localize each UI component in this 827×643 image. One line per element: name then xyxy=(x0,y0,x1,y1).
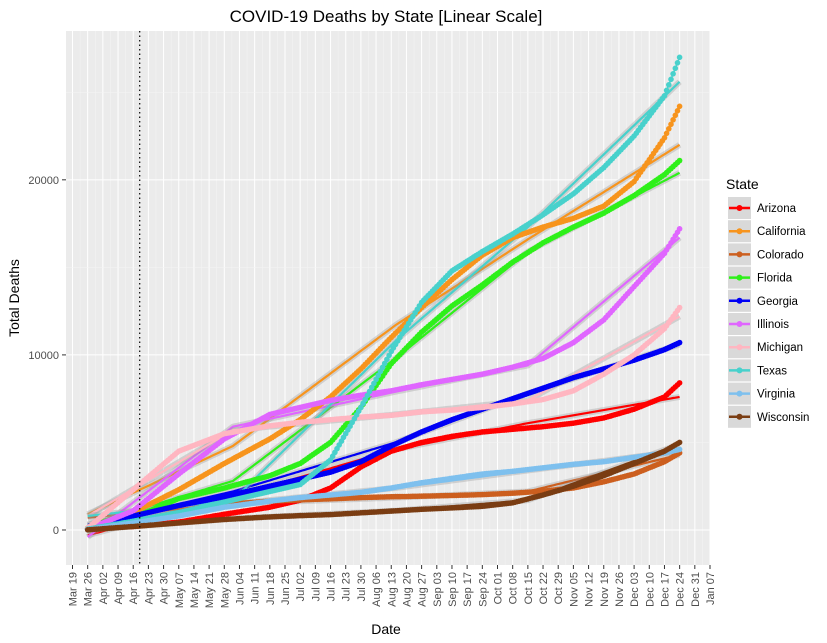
y-tick-label: 0 xyxy=(53,525,59,537)
legend-label: Virginia xyxy=(757,389,796,401)
legend: Arizona California Colorado Florida Georgia I… xyxy=(728,197,809,428)
series-line xyxy=(87,341,680,530)
x-tick-label: Apr 30 xyxy=(159,572,171,604)
x-tick-label: Jun 25 xyxy=(280,572,292,605)
x-tick-label: Aug 27 xyxy=(417,572,429,607)
series-wisconsin xyxy=(84,439,683,533)
y-axis-title: Total Deaths xyxy=(6,259,22,337)
legend-item-arizona: Arizona xyxy=(728,197,797,219)
legend-label: Arizona xyxy=(757,203,797,215)
x-tick-label: Oct 08 xyxy=(508,572,520,604)
x-tick-label: Jul 16 xyxy=(326,572,338,601)
x-tick-label: May 21 xyxy=(204,572,216,608)
legend-label: Texas xyxy=(757,365,787,377)
x-tick-label: Aug 20 xyxy=(401,572,413,607)
x-tick-label: May 28 xyxy=(219,572,231,608)
x-tick-label: Dec 31 xyxy=(690,572,702,607)
x-tick-label: Jan 07 xyxy=(705,572,717,605)
x-tick-label: Mar 26 xyxy=(83,572,95,606)
x-tick-label: Oct 29 xyxy=(553,572,565,604)
legend-key-dot xyxy=(736,205,743,211)
legend-label: Colorado xyxy=(757,249,804,261)
series-line xyxy=(87,441,680,531)
x-tick-label: May 14 xyxy=(189,572,201,608)
series-line xyxy=(87,307,681,529)
legend-label: Wisconsin xyxy=(757,412,809,424)
x-tick-label: Apr 16 xyxy=(128,572,140,604)
x-tick-label: Dec 24 xyxy=(675,572,687,607)
legend-item-california: California xyxy=(728,220,806,243)
legend-label: Illinois xyxy=(757,319,789,331)
legend-key-dot xyxy=(736,228,743,235)
y-axis: 0 10000 20000 xyxy=(28,175,66,537)
legend-title: State xyxy=(726,176,759,192)
series-line xyxy=(87,448,680,531)
x-tick-label: Oct 22 xyxy=(538,572,550,604)
legend-key-dot xyxy=(736,390,743,397)
legend-label: Georgia xyxy=(757,296,799,308)
legend-item-virginia: Virginia xyxy=(728,382,796,405)
legend-item-illinois: Illinois xyxy=(728,313,789,335)
legend-key-dot xyxy=(736,367,743,374)
series-illinois xyxy=(84,226,683,532)
x-tick-label: Aug 06 xyxy=(371,572,383,607)
x-tick-label: Jun 11 xyxy=(250,572,262,604)
legend-item-texas: Texas xyxy=(728,359,787,382)
x-axis: Mar 19 Mar 26 Apr 02 Apr 09 Apr 16 Apr 23 Apr … xyxy=(68,565,717,608)
x-tick-label: Nov 05 xyxy=(568,572,580,607)
x-tick-label: Oct 15 xyxy=(523,572,535,604)
series-california xyxy=(84,103,683,531)
legend-label: Michigan xyxy=(757,342,803,354)
series-layer xyxy=(84,54,683,533)
x-tick-label: Jul 09 xyxy=(310,572,322,601)
x-tick-label: Jul 23 xyxy=(341,572,353,601)
series-line xyxy=(87,160,681,530)
legend-key-dot xyxy=(736,297,743,304)
x-tick-label: Apr 02 xyxy=(98,572,110,604)
legend-label: Florida xyxy=(757,273,793,285)
x-tick-label: Jul 02 xyxy=(295,572,307,601)
legend-key-dot xyxy=(736,413,743,420)
x-tick-label: Jun 04 xyxy=(234,572,246,605)
x-tick-label: Dec 17 xyxy=(659,572,671,607)
x-tick-label: May 07 xyxy=(174,572,186,608)
x-tick-label: Jun 18 xyxy=(265,572,277,605)
series-line xyxy=(87,57,681,530)
series-line xyxy=(87,105,681,529)
series-line xyxy=(87,228,681,530)
x-tick-label: Nov 12 xyxy=(584,572,596,607)
legend-key-dot xyxy=(736,344,743,351)
x-tick-label: Nov 19 xyxy=(599,572,611,607)
x-axis-title: Date xyxy=(371,621,401,637)
x-tick-label: Sep 10 xyxy=(447,572,459,607)
x-tick-label: Aug 13 xyxy=(386,572,398,607)
legend-key-dot xyxy=(736,274,743,281)
series-michigan xyxy=(84,304,683,531)
x-tick-label: Jul 30 xyxy=(356,572,368,601)
x-tick-label: Sep 03 xyxy=(432,572,444,607)
legend-item-michigan: Michigan xyxy=(728,336,803,359)
x-tick-label: Apr 23 xyxy=(143,572,155,604)
legend-item-georgia: Georgia xyxy=(728,289,799,312)
x-tick-label: Oct 01 xyxy=(493,572,505,604)
x-tick-label: Dec 03 xyxy=(629,572,641,607)
y-tick-label: 10000 xyxy=(28,350,59,362)
legend-key-dot xyxy=(736,251,743,258)
x-tick-label: Apr 09 xyxy=(113,572,125,604)
x-tick-label: Nov 26 xyxy=(614,572,626,607)
legend-item-colorado: Colorado xyxy=(728,243,804,266)
x-tick-label: Mar 19 xyxy=(68,572,80,606)
legend-key-dot xyxy=(736,321,743,327)
x-tick-label: Dec 10 xyxy=(644,572,656,607)
x-tick-label: Sep 17 xyxy=(462,572,474,607)
legend-item-florida: Florida xyxy=(728,266,793,289)
x-tick-label: Sep 24 xyxy=(477,572,489,607)
y-tick-label: 20000 xyxy=(28,175,59,187)
legend-label: California xyxy=(757,226,806,238)
chart-title: COVID-19 Deaths by State [Linear Scale] xyxy=(230,7,543,26)
legend-item-wisconsin: Wisconsin xyxy=(728,405,809,428)
